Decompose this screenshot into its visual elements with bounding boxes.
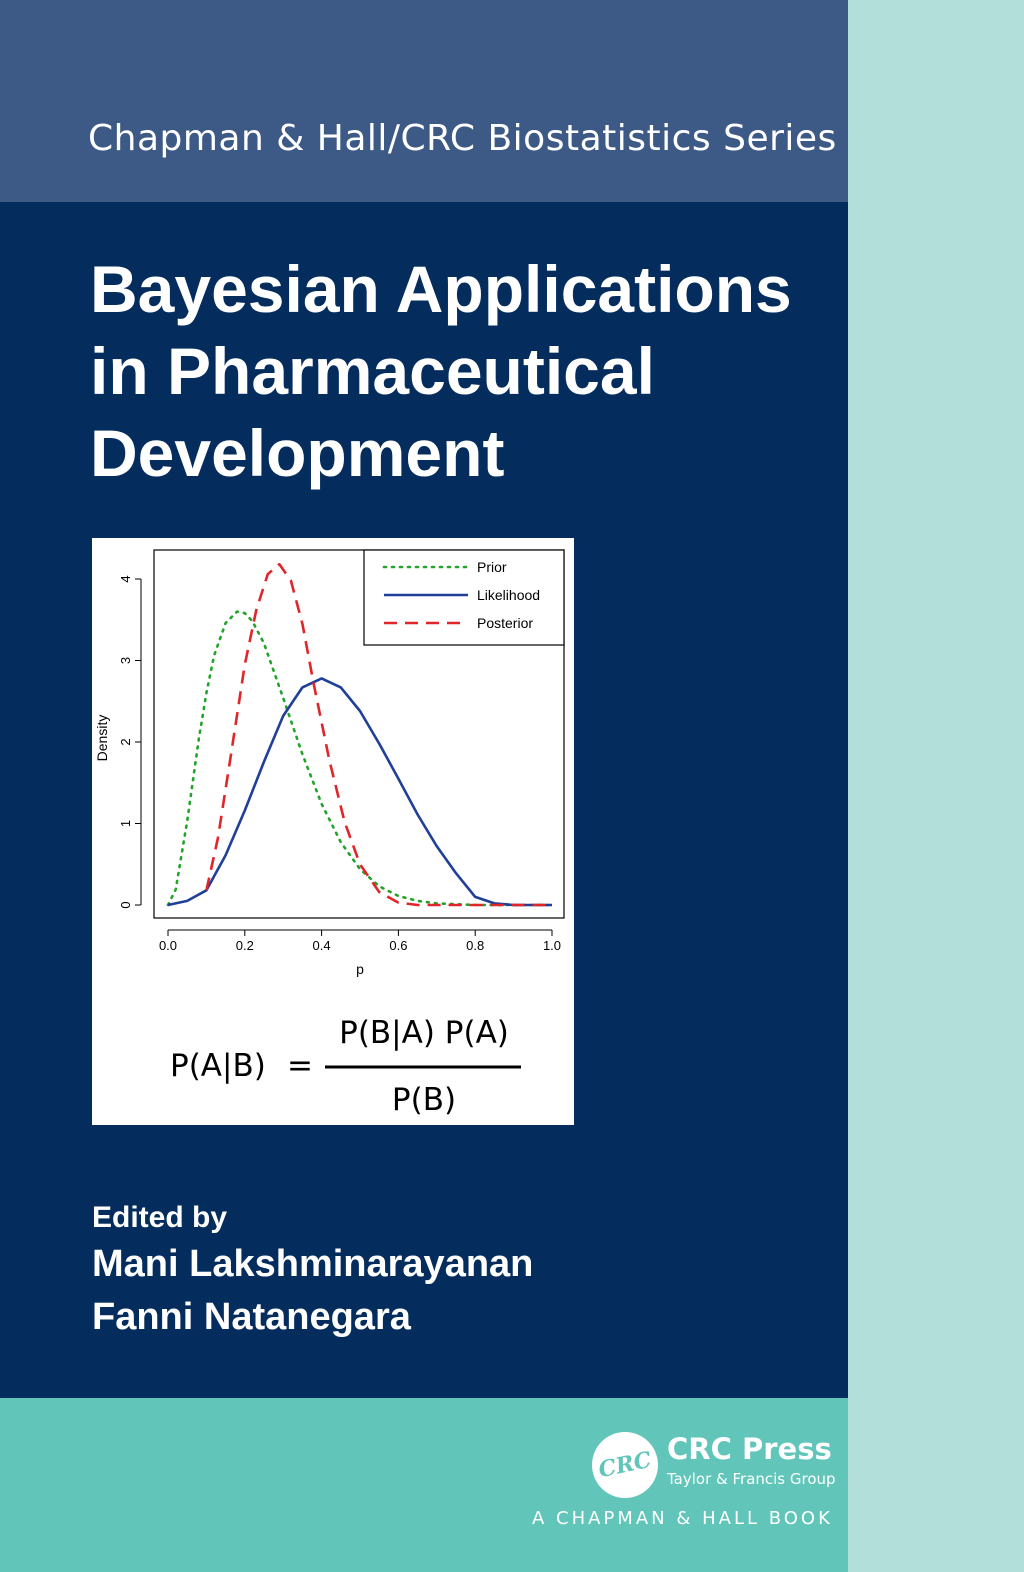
publisher-group: Taylor & Francis Group [667,1470,836,1488]
formula-equals: = [287,1048,313,1084]
series-title: Chapman & Hall/CRC Biostatistics Series [88,118,837,159]
plot-area [153,549,565,919]
series-line-posterior [205,562,552,907]
y-tick-label: 2 [118,738,133,745]
edited-by-label: Edited by [92,1201,228,1234]
title-line: in Pharmaceutical [90,334,655,408]
bayes-formula: P(A|B) = P(B|A) P(A) P(B) [170,1015,521,1118]
chart-axes: 0.0 0.2 0.4 0.6 0.8 1.0 0 1 2 3 4 [118,575,561,953]
x-tick-label: 0.4 [313,938,331,953]
formula-denominator: P(B) [392,1082,456,1118]
series-line-prior [166,610,554,907]
formula-lhs: P(A|B) [170,1048,266,1084]
x-tick-label: 0.2 [236,938,254,953]
series-band: Chapman & Hall/CRC Biostatistics Series [0,0,848,202]
publisher-imprint: A CHAPMAN & HALL BOOK [532,1508,833,1529]
title-line: Development [90,416,505,490]
editor-name: Mani Lakshminarayanan [92,1243,534,1285]
book-spine [848,0,1024,1572]
title-line: Bayesian Applications [90,252,792,326]
book-title: Bayesian Applications in Pharmaceutical … [90,248,792,494]
book-cover: Chapman & Hall/CRC Biostatistics Series … [0,0,848,1572]
y-tick-label: 0 [118,901,133,908]
y-tick-label: 1 [118,820,133,827]
x-axis-label: p [356,961,364,977]
editor-name: Fanni Natanegara [92,1296,411,1338]
series-layer [166,562,554,907]
formula-numerator: P(B|A) P(A) [339,1015,509,1051]
x-tick-label: 0.6 [389,938,407,953]
chart-legend: Prior Likelihood Posterior [363,549,565,646]
y-tick-label: 3 [118,657,133,664]
crc-logo-text: CRC [596,1446,654,1484]
x-tick-label: 1.0 [543,938,561,953]
x-tick-label: 0.0 [159,938,177,953]
y-axis-label: Density [94,715,110,762]
x-tick-label: 0.8 [466,938,484,953]
publisher-name: CRC Press [667,1432,832,1466]
legend-label: Prior [477,559,507,575]
plot-frame [153,549,565,919]
legend-label: Likelihood [477,587,540,603]
cover-figure: 0.0 0.2 0.4 0.6 0.8 1.0 0 1 2 3 4 Prior Likelihood P… [92,538,574,1125]
publisher-band [0,1398,848,1572]
y-tick-label: 4 [118,575,133,582]
editors-block: Edited by Mani Lakshminarayanan Fanni Na… [92,1198,533,1344]
legend-label: Posterior [477,615,533,631]
series-line-likelihood [167,677,552,907]
crc-logo: CRC [592,1432,658,1498]
